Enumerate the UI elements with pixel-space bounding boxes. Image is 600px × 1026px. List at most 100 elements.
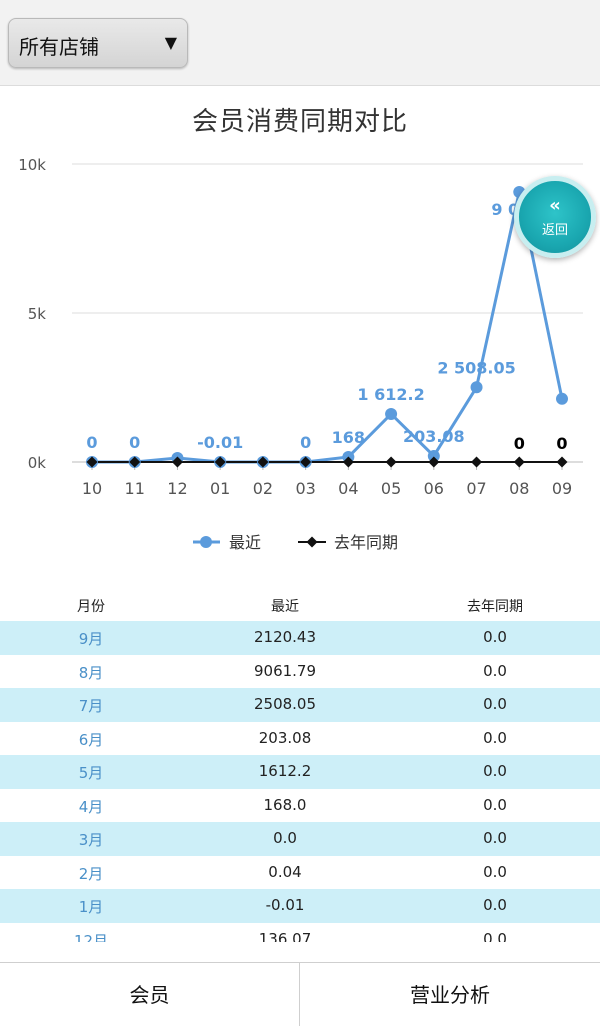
back-button[interactable]: « 返回 — [514, 176, 596, 258]
row-month: 3月 — [78, 831, 104, 849]
table-row: 6月 203.08 0.0 — [0, 722, 600, 756]
store-select-value: 所有店铺 — [19, 35, 99, 59]
x-tick-label: 09 — [552, 479, 572, 498]
row-last-year: 0.0 — [483, 896, 507, 914]
row-recent: 203.08 — [258, 728, 312, 747]
x-tick-label: 08 — [509, 479, 529, 498]
row-month: 1月 — [78, 898, 104, 916]
row-recent: 1612.2 — [258, 762, 312, 780]
data-point-recent — [556, 392, 568, 405]
data-label-recent: 0 — [86, 433, 97, 452]
data-point-last-year — [300, 456, 312, 468]
row-recent: -0.01 — [265, 896, 305, 914]
back-button-label: 返回 — [541, 223, 568, 238]
data-point-recent — [385, 407, 398, 420]
data-point-last-year — [428, 456, 440, 468]
row-last-year: 0.0 — [483, 862, 507, 881]
row-month: 6月 — [78, 730, 104, 749]
row-last-year: 0.0 — [483, 728, 507, 747]
x-tick-label: 12 — [167, 479, 187, 498]
row-last-year: 0.0 — [483, 661, 507, 680]
y-tick-label: 10k — [18, 156, 46, 174]
x-tick-label: 07 — [466, 479, 486, 498]
data-point-last-year — [171, 456, 183, 468]
chart-panel: 0k 5k 10k 10 11 12 01 02 03 04 05 06 07 08 09 0 0 -0.01 0 1… — [0, 87, 600, 577]
data-point-last-year — [257, 456, 269, 468]
x-tick-label: 02 — [253, 479, 273, 498]
legend-recent-label: 最近 — [229, 533, 261, 552]
data-label-recent: -0.01 — [197, 433, 243, 452]
table-row: 4月 168.0 0.0 — [0, 789, 600, 823]
table-row: 12月 136.07 0.0 — [0, 923, 600, 943]
data-label-last-year: 0 — [556, 434, 567, 453]
x-tick-label: 01 — [210, 479, 230, 498]
legend-last-year-label: 去年同期 — [334, 533, 398, 552]
store-select[interactable]: 所有店铺 ▼ — [8, 18, 188, 68]
legend-last-year-marker — [306, 536, 318, 548]
row-last-year: 0.0 — [483, 929, 507, 943]
data-point-last-year — [342, 456, 354, 468]
y-tick-label: 5k — [28, 305, 47, 323]
data-label-recent: 0 — [300, 433, 311, 452]
data-label-recent: 168 — [332, 428, 365, 447]
data-point-recent — [427, 449, 440, 462]
table-body[interactable]: 9月 2120.43 0.0 8月 9061.79 0.0 7月 2508.05 0.0 6月 20… — [0, 621, 600, 942]
x-tick-label: 11 — [125, 479, 145, 498]
row-last-year: 0.0 — [483, 829, 507, 847]
data-label-recent: 0 — [129, 433, 140, 452]
data-point-last-year — [556, 456, 568, 468]
row-recent: 136.07 — [258, 929, 312, 943]
x-tick-label: 10 — [82, 479, 102, 498]
data-label-last-year: 0 — [514, 434, 525, 453]
data-point-last-year — [471, 456, 483, 468]
data-point-recent — [470, 381, 483, 394]
x-tick-label: 05 — [381, 479, 401, 498]
data-table: 月份 最近 去年同期 — [0, 588, 600, 621]
table-header: 月份 最近 去年同期 — [0, 588, 600, 621]
data-point-last-year — [513, 456, 525, 468]
data-label-recent: 1 612.2 — [357, 385, 424, 404]
nav-member-button[interactable]: 会员 — [0, 963, 300, 1026]
row-recent: 0.0 — [273, 829, 297, 847]
nav-business-analysis-button[interactable]: 营业分析 — [410, 983, 490, 1007]
row-recent: 0.04 — [268, 862, 302, 881]
double-chevron-left-icon: « — [549, 195, 561, 216]
row-last-year: 0.0 — [483, 795, 507, 814]
data-label-recent: 9 0 — [491, 200, 519, 219]
data-point-last-year — [86, 456, 98, 468]
table-row: 5月 1612.2 0.0 — [0, 755, 600, 789]
row-last-year: 0.0 — [483, 695, 507, 713]
legend-recent-marker — [200, 536, 212, 548]
table-row: 9月 2120.43 0.0 — [0, 621, 600, 655]
row-month: 7月 — [78, 697, 104, 715]
row-month: 4月 — [78, 797, 104, 816]
header-last-year: 去年同期 — [467, 599, 523, 615]
row-recent: 168.0 — [263, 795, 307, 814]
row-month: 9月 — [78, 630, 104, 648]
series-line-recent — [92, 191, 564, 464]
row-recent: 9061.79 — [253, 661, 317, 680]
row-last-year: 0.0 — [483, 628, 507, 646]
bottom-nav: 会员 营业分析 — [0, 962, 600, 1026]
row-month: 5月 — [78, 764, 104, 782]
y-tick-label: 0k — [28, 454, 47, 472]
row-recent: 2508.05 — [253, 695, 317, 713]
row-month: 12月 — [73, 931, 109, 943]
chart-title: 会员消费同期对比 — [191, 107, 408, 137]
data-label-recent: 2 508.05 — [437, 358, 515, 377]
top-bar: 所有店铺 ▼ — [0, 0, 600, 86]
data-point-last-year — [129, 456, 141, 468]
data-label-recent: 203.08 — [403, 427, 465, 446]
row-month: 2月 — [78, 864, 104, 883]
x-tick-label: 03 — [295, 479, 315, 498]
header-recent: 最近 — [271, 599, 299, 615]
x-tick-label: 04 — [338, 479, 358, 498]
row-month: 8月 — [78, 663, 104, 682]
row-recent: 2120.43 — [253, 628, 317, 646]
table-row: 2月 0.04 0.0 — [0, 856, 600, 890]
data-point-last-year — [214, 456, 226, 468]
data-point-last-year — [385, 456, 397, 468]
table-row: 7月 2508.05 0.0 — [0, 688, 600, 722]
x-tick-label: 06 — [424, 479, 444, 498]
line-chart: 0k 5k 10k 10 11 12 01 02 03 04 05 06 07 08 09 0 0 -0.01 0 1… — [18, 156, 583, 552]
